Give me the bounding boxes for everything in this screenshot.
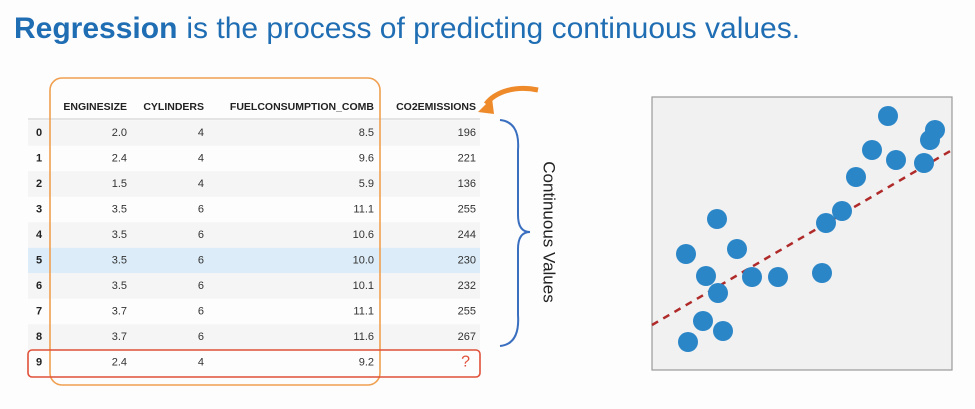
cell: 2.4 — [112, 356, 127, 368]
row-index: 8 — [36, 331, 42, 343]
dot — [832, 201, 852, 221]
cell: 11.1 — [353, 305, 374, 317]
row-index: 2 — [36, 178, 42, 190]
brace-label: Continuous Values — [540, 161, 559, 302]
row-stripe — [28, 120, 480, 146]
cell: 4 — [198, 152, 204, 164]
data-table: ENGINESIZE CYLINDERS FUELCONSUMPTION_COMB C… — [28, 101, 480, 371]
cell: 230 — [458, 254, 476, 266]
cell: 2.4 — [112, 152, 127, 164]
dot — [713, 321, 733, 341]
cell: 244 — [458, 229, 476, 241]
row-stripe — [28, 273, 480, 299]
row-stripe — [28, 171, 480, 197]
row-stripe — [28, 222, 480, 248]
row-index: 6 — [36, 280, 42, 292]
row-index: 3 — [36, 203, 42, 215]
dot — [862, 140, 882, 160]
row-index: 9 — [36, 356, 42, 368]
cell: 6 — [198, 305, 204, 317]
cell: 196 — [458, 127, 476, 139]
row-index: 0 — [36, 127, 42, 139]
row-index: 4 — [36, 229, 43, 241]
cell: 3.7 — [112, 305, 127, 317]
cell: 4 — [198, 127, 204, 139]
cell: 10.0 — [353, 254, 374, 266]
cell: 2.0 — [112, 127, 127, 139]
cell: 5.9 — [359, 178, 374, 190]
arrow — [484, 85, 539, 106]
cell: 9.2 — [359, 356, 374, 368]
dot — [678, 332, 698, 352]
dot — [696, 266, 716, 286]
cell: 10.1 — [353, 280, 374, 292]
dot — [846, 167, 866, 187]
cell: 255 — [458, 203, 476, 215]
cell: 11.6 — [353, 331, 374, 343]
dot — [886, 150, 906, 170]
unknown-row-highlight — [27, 349, 481, 378]
title-bold: Regression — [14, 12, 177, 45]
dot — [914, 153, 934, 173]
column-header: CYLINDERS — [143, 101, 204, 113]
column-header: CO2EMISSIONS — [396, 101, 476, 113]
cell: 3.5 — [112, 229, 127, 241]
row-index: 1 — [36, 152, 42, 164]
dot — [742, 267, 762, 287]
dot — [693, 311, 713, 331]
unknown-value: ? — [461, 354, 470, 371]
dot — [920, 130, 940, 150]
cell: 3.5 — [112, 280, 127, 292]
brace — [499, 119, 531, 347]
cell: 6 — [198, 229, 204, 241]
slide-title: Regression is the process of predicting c… — [14, 12, 800, 45]
regression-line — [651, 148, 953, 327]
dot — [727, 239, 747, 259]
dot — [812, 263, 832, 283]
column-header: FUELCONSUMPTION_COMB — [230, 101, 375, 113]
dot — [707, 209, 727, 229]
cell: 8.5 — [359, 127, 374, 139]
cell: 267 — [458, 331, 476, 343]
cell: 255 — [458, 305, 476, 317]
dot — [878, 106, 898, 126]
cell: 9.6 — [359, 152, 374, 164]
row-hover — [28, 247, 480, 274]
cell: 232 — [458, 280, 476, 292]
feature-highlight — [49, 77, 381, 386]
plot-box — [651, 96, 953, 371]
cell: 3.5 — [112, 203, 127, 215]
cell: 221 — [458, 152, 476, 164]
cell: 6 — [198, 254, 204, 266]
row-stripe — [28, 324, 480, 350]
cell: 6 — [198, 203, 204, 215]
arrow-head — [478, 98, 494, 114]
dot — [768, 267, 788, 287]
dot — [816, 213, 836, 233]
dot — [708, 283, 728, 303]
cell: 4 — [198, 178, 204, 190]
dots — [676, 106, 945, 352]
cell: 6 — [198, 280, 204, 292]
row-index: 5 — [36, 254, 42, 266]
title-rest: is the process of predicting continuous … — [186, 12, 800, 45]
cell: 3.5 — [112, 254, 127, 266]
cell: 3.7 — [112, 331, 127, 343]
cell: 10.6 — [353, 229, 374, 241]
row-index: 7 — [36, 305, 42, 317]
cell: 6 — [198, 331, 204, 343]
dot — [676, 244, 696, 264]
cell: 11.1 — [353, 203, 374, 215]
column-header: ENGINESIZE — [63, 101, 127, 113]
cell: 1.5 — [112, 178, 127, 190]
cell: 136 — [458, 178, 476, 190]
scatter-illustration — [651, 96, 953, 371]
cell: 4 — [198, 356, 204, 368]
